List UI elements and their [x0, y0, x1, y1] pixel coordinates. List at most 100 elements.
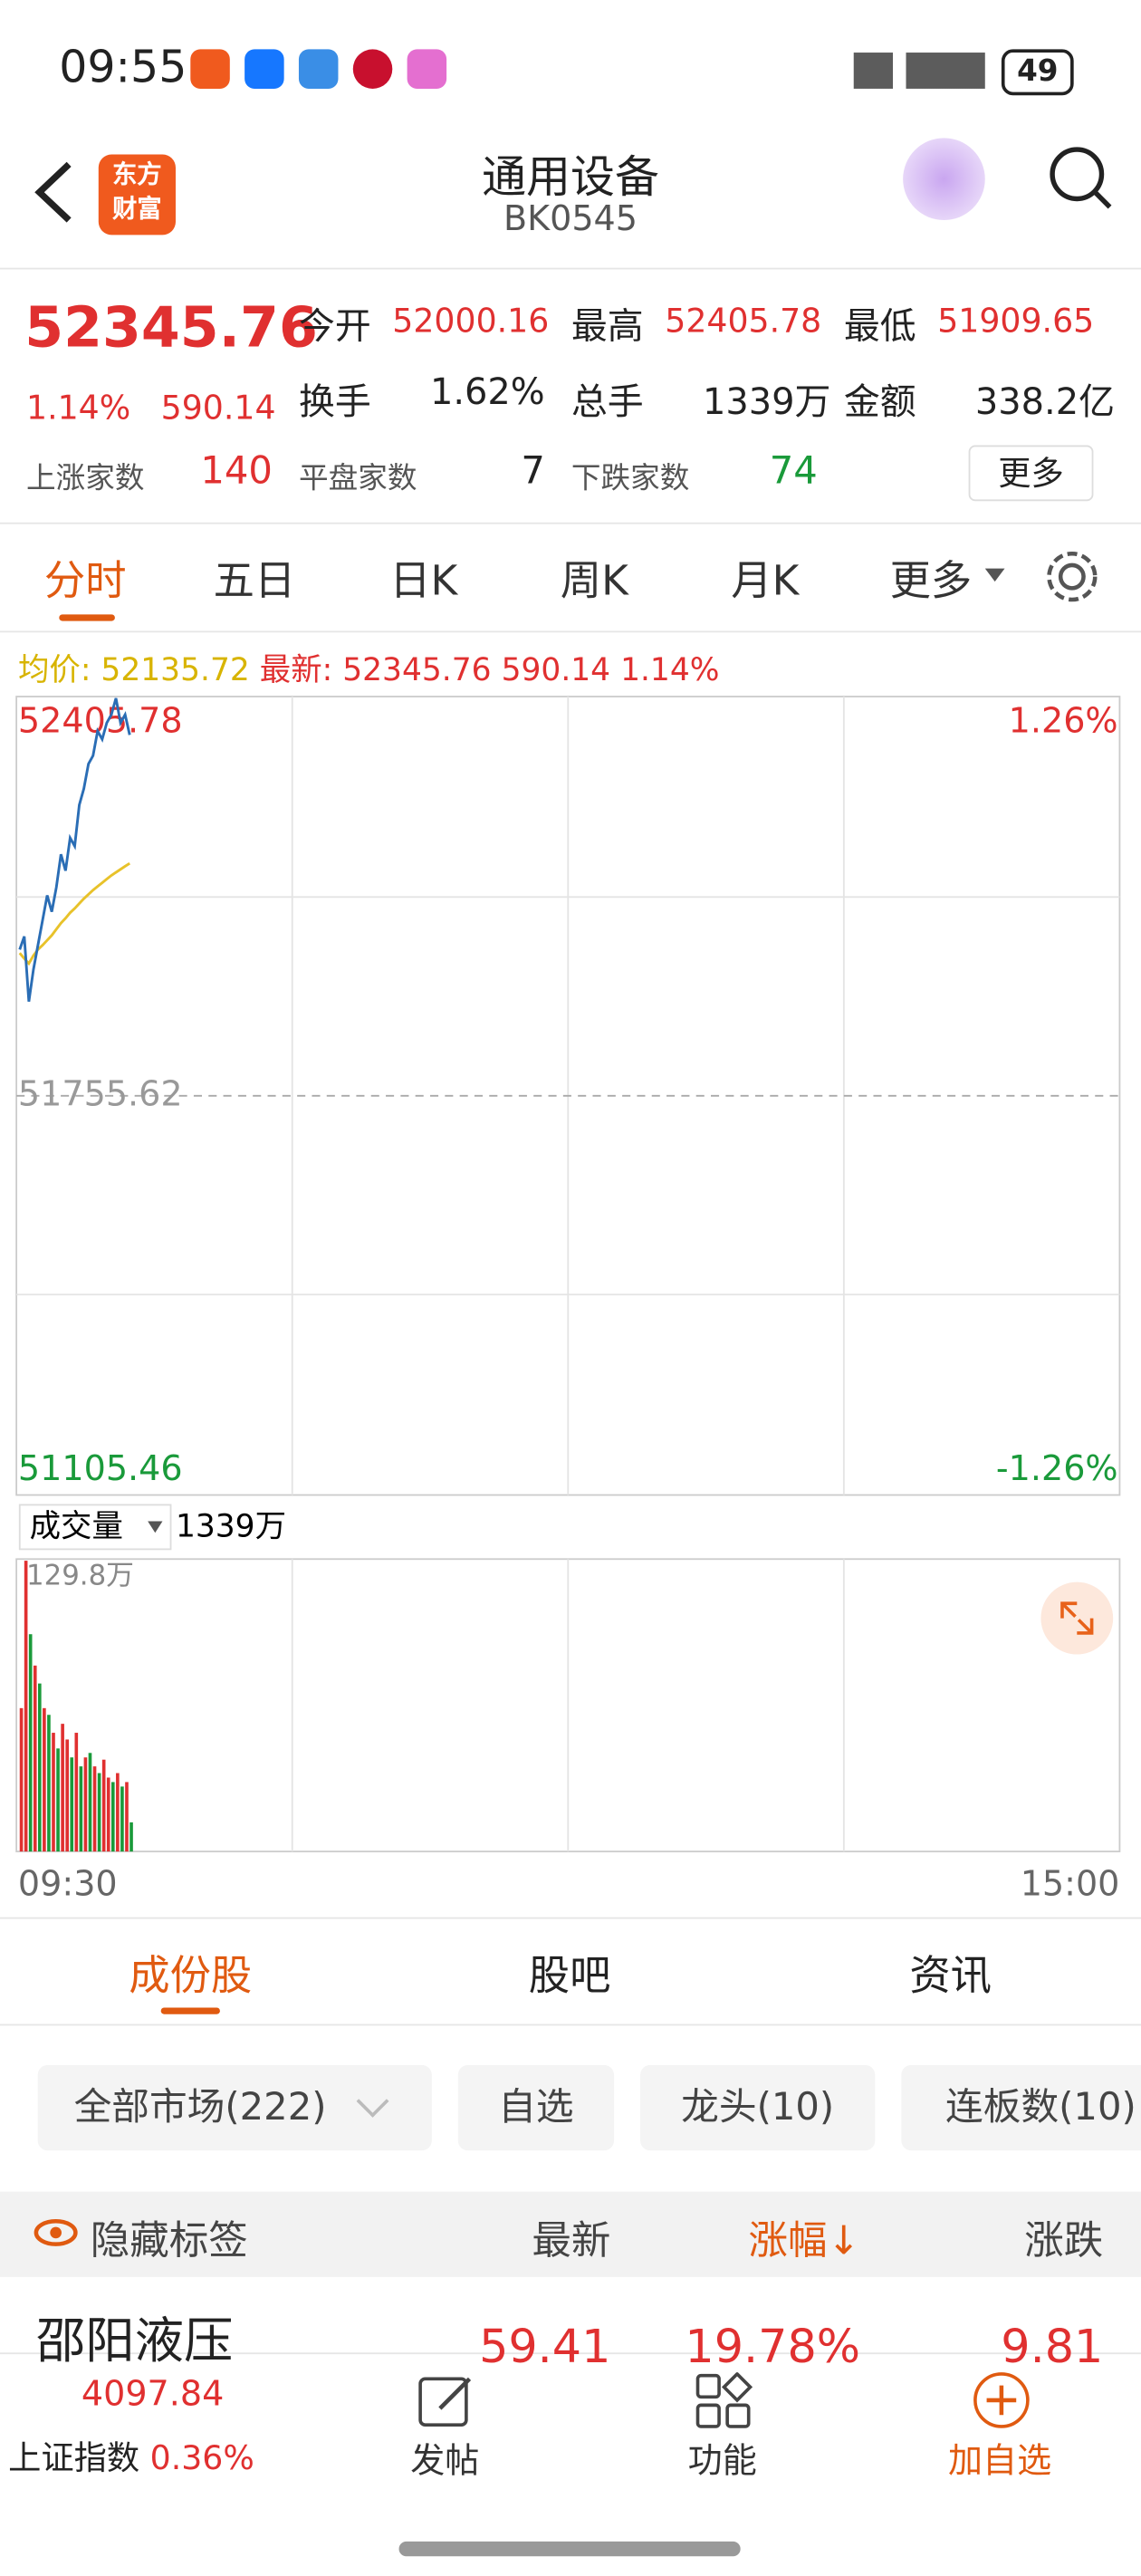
divider — [0, 2023, 1141, 2026]
chart-tab[interactable]: 日K — [389, 556, 458, 605]
stat-value: 1339万 — [702, 382, 831, 424]
section-tab[interactable]: 股吧 — [528, 1951, 611, 2000]
stat-value: 338.2亿 — [974, 382, 1115, 424]
code: BK0545 — [503, 198, 638, 238]
count-value: 74 — [769, 449, 818, 494]
volume-bar — [33, 1665, 37, 1852]
table-cell: 邵阳液压 — [35, 2312, 234, 2371]
chart-tab[interactable]: 分时 — [43, 556, 127, 605]
more-button[interactable]: 更多 — [968, 445, 1094, 502]
filter-chip[interactable]: 连板数(10) — [901, 2064, 1141, 2151]
volume-bar — [38, 1683, 42, 1852]
column-header[interactable]: 涨幅↓ — [748, 2217, 860, 2264]
last-label: 最新: — [259, 652, 333, 688]
volume-bar — [65, 1739, 69, 1852]
section-tab[interactable]: 成份股 — [129, 1951, 253, 2000]
divider — [0, 630, 1141, 633]
price-line — [18, 697, 131, 1003]
volume-label[interactable]: 成交量 — [30, 1508, 123, 1544]
table-cell: 59.41 — [479, 2320, 611, 2374]
count-label: 平盘家数 — [298, 461, 417, 496]
volume-bar — [24, 1561, 28, 1852]
volume-bar — [83, 1757, 88, 1852]
tab-indicator — [160, 2007, 220, 2014]
tab-indicator — [59, 614, 115, 621]
y-tick-label: 129.8万 — [26, 1560, 134, 1592]
volume-bar — [70, 1757, 74, 1852]
volume-bar — [74, 1733, 79, 1852]
volume-bar — [106, 1777, 110, 1852]
stat-label: 金额 — [843, 382, 916, 424]
time: 09:55 — [59, 43, 187, 94]
section-tab[interactable]: 资讯 — [909, 1951, 992, 2000]
add-icon — [973, 2372, 1030, 2428]
logo-text: 东方 — [112, 159, 162, 189]
logo-text: 财富 — [112, 194, 162, 224]
avg-label: 均价: — [17, 652, 91, 688]
search-button[interactable] — [1044, 141, 1117, 214]
home-indicator — [398, 2541, 741, 2557]
eye-icon — [34, 2218, 78, 2246]
chart-tab[interactable]: 五日 — [213, 556, 296, 605]
settings-button[interactable] — [1044, 549, 1100, 605]
chart-tab[interactable]: 更多 — [889, 556, 973, 605]
app-icons — [190, 49, 453, 91]
title: 通用设备 — [482, 152, 659, 204]
volume-bar — [43, 1707, 46, 1852]
chart-tab[interactable]: 月K — [731, 556, 800, 605]
x-tick-label: 09:30 — [18, 1864, 118, 1904]
table-cell: 19.78% — [685, 2320, 860, 2374]
dropdown-arrow — [984, 568, 1005, 582]
avg-value: 52135.72 — [101, 652, 250, 688]
chart-tab[interactable]: 周K — [560, 556, 628, 605]
count-value: 140 — [200, 449, 273, 494]
volume-bar — [101, 1759, 106, 1852]
column-header: 隐藏标签 — [90, 2217, 248, 2264]
volume-bar — [116, 1773, 120, 1852]
change-pct: 1.14% — [26, 388, 131, 428]
volume-selector[interactable] — [18, 1504, 172, 1551]
count-label: 下跌家数 — [570, 461, 690, 496]
function-icon — [695, 2372, 753, 2428]
y-tick-label: 51105.46 — [18, 1448, 183, 1488]
table-cell: 9.81 — [1001, 2320, 1104, 2374]
volume-bar — [110, 1782, 115, 1852]
volume-bar — [92, 1766, 97, 1852]
price: 52345.76 — [24, 295, 318, 362]
expand-icon — [1060, 1601, 1094, 1635]
expand-button[interactable] — [1040, 1581, 1114, 1655]
back-button[interactable] — [30, 158, 79, 226]
stat-value: 52405.78 — [665, 300, 822, 341]
y-tick-label: 51755.62 — [18, 1073, 183, 1113]
change: 590.14 — [160, 388, 276, 428]
filter-chip[interactable]: 龙头(10) — [640, 2064, 876, 2151]
stat-value: 52000.16 — [392, 300, 550, 341]
bottom-button[interactable]: 加自选 — [947, 2441, 1052, 2481]
count-label: 上涨家数 — [26, 461, 145, 496]
count-value: 7 — [521, 449, 545, 494]
layout-grid — [16, 697, 1120, 1852]
divider — [0, 267, 1141, 270]
bottom-button[interactable]: 发帖 — [410, 2441, 480, 2481]
volume-bar — [56, 1748, 60, 1852]
volume-total: 1339万 — [176, 1508, 286, 1544]
last-change-pct: 1.14% — [620, 652, 720, 688]
chart: 成交量 1339万 52405.7851755.6251105.461.26%-… — [15, 696, 1121, 1904]
battery: 49 — [1001, 49, 1074, 96]
volume-bar — [125, 1782, 129, 1852]
stat-value: 1.62% — [429, 372, 545, 415]
bottom-button[interactable]: 功能 — [687, 2441, 757, 2481]
volume-bar — [47, 1715, 51, 1852]
volume-bar — [28, 1634, 33, 1852]
table-header — [0, 2191, 1141, 2277]
index-value: 4097.84 — [81, 2373, 225, 2414]
filter-chip[interactable]: 全部市场(222) — [37, 2064, 432, 2151]
filter-chip[interactable]: 自选 — [457, 2064, 615, 2151]
column-header[interactable]: 涨跌 — [1024, 2217, 1104, 2264]
assistant-icon[interactable] — [903, 138, 985, 221]
index-line: 上证指数 0.36% — [8, 2431, 254, 2479]
column-header[interactable]: 最新 — [532, 2217, 611, 2264]
volume-bar — [19, 1707, 24, 1852]
volume-bar — [61, 1724, 64, 1852]
